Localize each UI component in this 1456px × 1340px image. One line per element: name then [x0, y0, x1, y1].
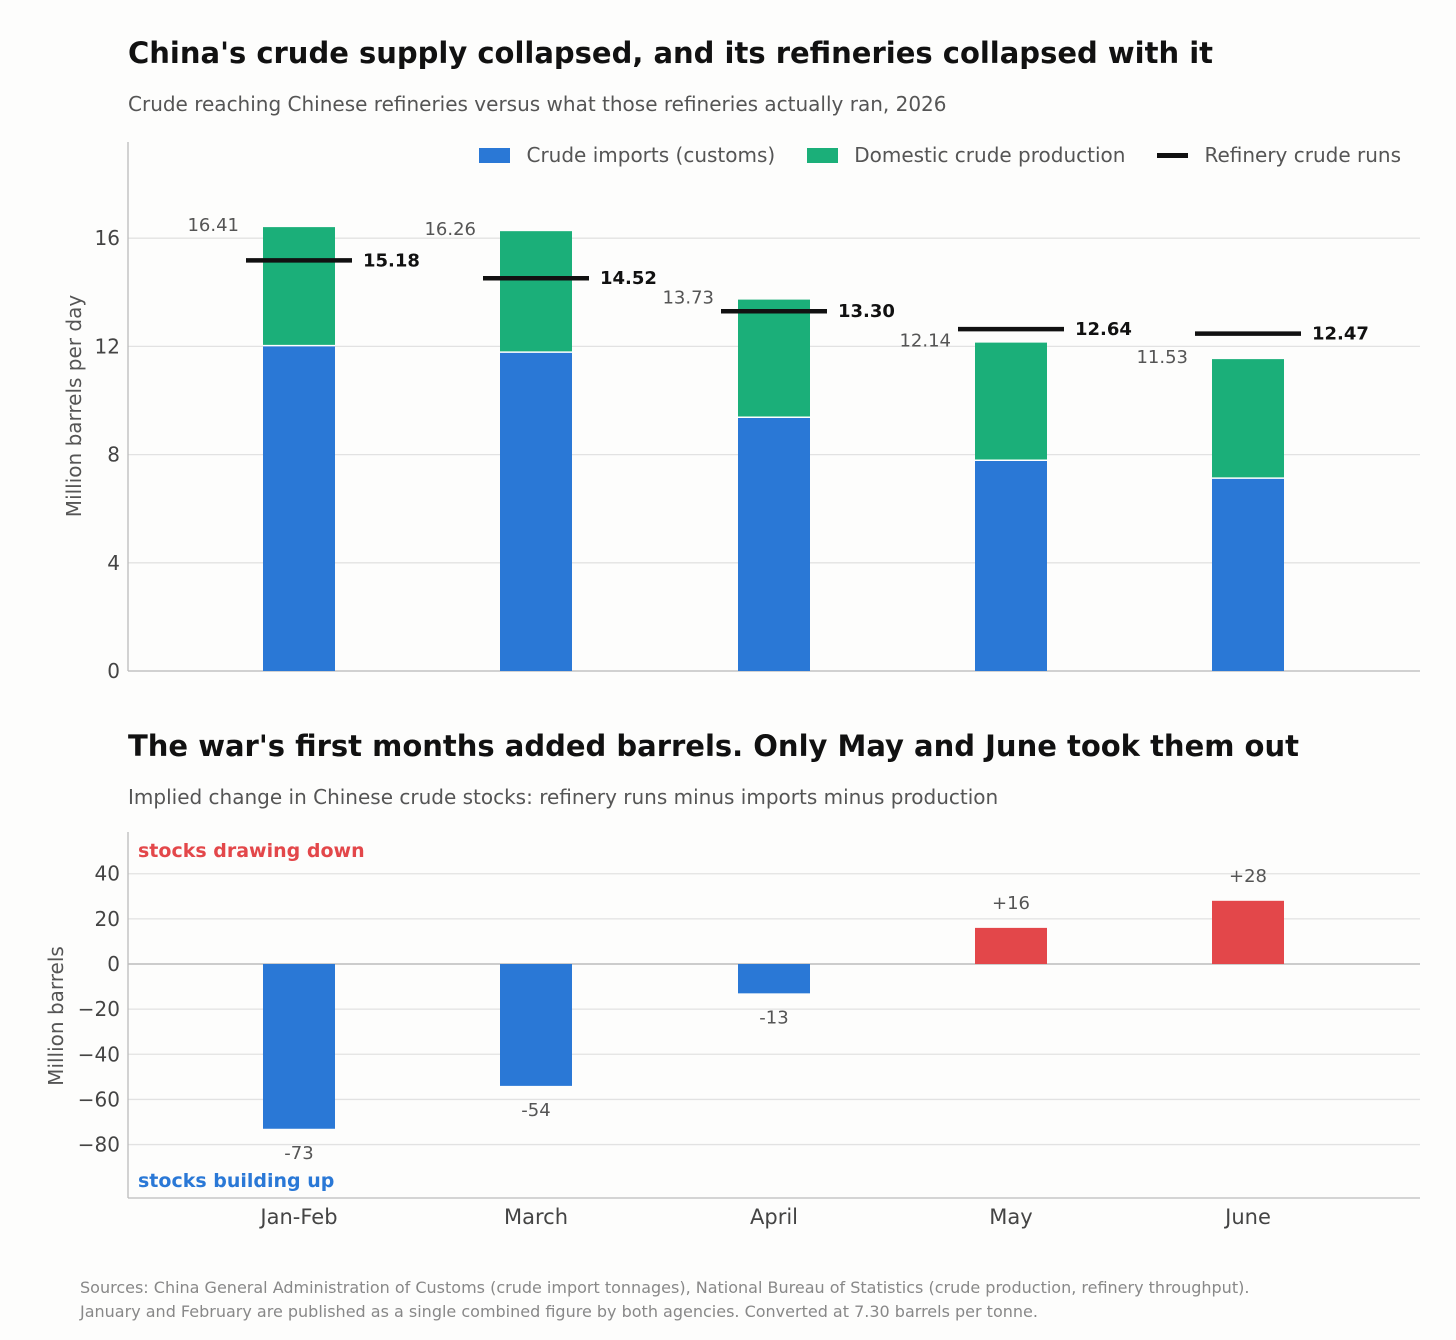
chart1-title: China's crude supply collapsed, and its …: [128, 36, 1213, 70]
supply-vs-runs-chart: 0 4 8 12 16 Million barrels per day 16.41 15.18…: [62, 142, 1420, 683]
stock-change-label: -13: [759, 1007, 788, 1028]
stock-change-chart: 40 20 0 −20 −40 −60 −80 Million barrels stocks d…: [44, 832, 1420, 1229]
stock-change-label: +28: [1229, 866, 1267, 887]
total-label: 12.14: [899, 331, 951, 352]
y-tick-label: −80: [78, 1133, 120, 1157]
y-axis-label: Million barrels per day: [62, 295, 86, 518]
bar-production: [500, 231, 572, 353]
total-label: 16.26: [424, 219, 476, 240]
refinery-runs-label: 13.30: [838, 301, 895, 322]
bar-imports: [975, 460, 1047, 671]
y-tick-label: 0: [107, 952, 120, 976]
bar-imports: [738, 417, 810, 671]
chart2-title: The war's first months added barrels. On…: [128, 729, 1299, 763]
x-tick-label: Jan-Feb: [258, 1205, 337, 1229]
bar-imports: [263, 345, 335, 671]
y-tick-label: 16: [95, 226, 120, 250]
y-tick-label: 0: [107, 659, 120, 683]
y-axis-label: Million barrels: [44, 946, 68, 1086]
bar-imports: [500, 352, 572, 671]
legend-item-runs: Refinery crude runs: [1157, 143, 1401, 167]
x-tick-label: June: [1223, 1205, 1271, 1229]
bar-production: [975, 342, 1047, 461]
total-label: 13.73: [662, 288, 714, 309]
stock-change-bar: [975, 927, 1047, 964]
legend-swatch-imports: [479, 147, 511, 163]
chart2-subtitle: Implied change in Chinese crude stocks: …: [128, 785, 999, 809]
refinery-runs-label: 15.18: [363, 250, 420, 271]
chart1-subtitle: Crude reaching Chinese refineries versus…: [128, 92, 947, 116]
sources-note: Sources: China General Administration of…: [80, 1276, 1249, 1324]
stock-change-bar: [500, 964, 572, 1086]
x-tick-label: March: [504, 1205, 568, 1229]
bar-production: [263, 227, 335, 346]
y-tick-label: 8: [107, 443, 120, 467]
refinery-runs-label: 12.47: [1312, 324, 1369, 345]
y-tick-label: −60: [78, 1087, 120, 1111]
legend-label-runs: Refinery crude runs: [1204, 143, 1401, 167]
total-label: 11.53: [1136, 347, 1188, 368]
annotation-drawing-down: stocks drawing down: [138, 840, 365, 862]
legend-swatch-runs: [1157, 152, 1189, 158]
sources-line-2: January and February are published as a …: [80, 1302, 1038, 1321]
annotation-building-up: stocks building up: [138, 1170, 334, 1192]
legend-item-production: Domestic crude production: [807, 143, 1125, 167]
stock-change-label: -73: [284, 1143, 313, 1164]
y-tick-label: 20: [95, 907, 120, 931]
legend-item-imports: Crude imports (customs): [479, 143, 775, 167]
y-tick-label: −40: [78, 1042, 120, 1066]
refinery-runs-label: 12.64: [1075, 319, 1132, 340]
legend-swatch-production: [807, 147, 839, 163]
chart1-legend: Crude imports (customs) Domestic crude p…: [447, 143, 1401, 167]
refinery-runs-label: 14.52: [600, 268, 657, 289]
sources-line-1: Sources: China General Administration of…: [80, 1278, 1250, 1297]
x-tick-label: April: [750, 1205, 798, 1229]
y-tick-label: −20: [78, 997, 120, 1021]
stock-change-bar: [263, 964, 335, 1129]
y-tick-label: 4: [107, 551, 120, 575]
y-tick-label: 40: [95, 862, 120, 886]
stock-change-label: -54: [521, 1100, 550, 1121]
stock-change-bar: [1212, 900, 1284, 964]
stock-change-bar: [738, 964, 810, 994]
x-tick-label: May: [989, 1205, 1032, 1229]
legend-label-imports: Crude imports (customs): [526, 143, 776, 167]
bar-imports: [1212, 478, 1284, 671]
legend-label-production: Domestic crude production: [854, 143, 1126, 167]
bar-production: [738, 299, 810, 418]
bar-production: [1212, 359, 1284, 479]
stock-change-label: +16: [992, 893, 1030, 914]
total-label: 16.41: [187, 215, 239, 236]
y-tick-label: 12: [95, 334, 120, 358]
